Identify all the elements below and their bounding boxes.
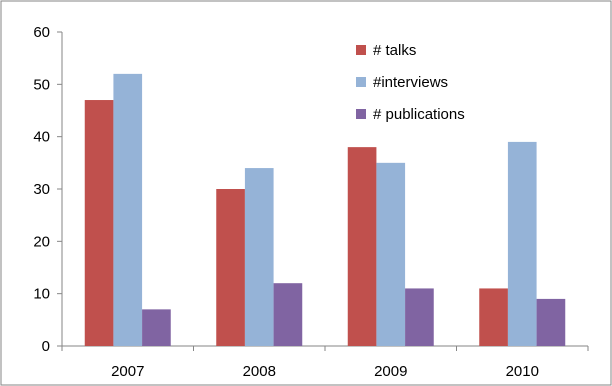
bar-1-2007 [84,100,114,347]
x-tick-label: 2007 [111,363,144,380]
bar-1-2008 [216,189,245,346]
y-tick-label: 40 [33,129,50,146]
bar-3-2009 [405,288,434,346]
legend-swatch-2 [356,77,366,87]
x-tick-label: 2009 [374,363,407,380]
bar-1-2010 [479,288,508,346]
bar-3-2008 [273,283,303,346]
legend: # talks #interviews # publications [356,42,465,123]
x-tick-label: 2008 [243,363,276,380]
bar-2-2008 [244,168,274,346]
bar-3-2010 [536,298,566,346]
legend-swatch-3 [356,109,366,119]
y-axis: 0 10 20 30 40 50 60 [33,24,63,355]
bar-1-2009 [347,147,377,346]
bar-3-2007 [142,309,171,346]
y-tick-label: 50 [33,76,50,93]
bar-2-2010 [507,141,537,346]
bar-2-2007 [113,73,143,346]
y-tick-label: 0 [42,338,50,355]
y-tick-label: 20 [33,233,50,250]
y-tick-label: 60 [33,24,50,41]
bar-2-2009 [376,162,406,346]
legend-swatch-1 [356,45,366,55]
legend-label-2: #interviews [373,74,448,91]
legend-label-3: # publications [373,106,465,123]
x-tick-label: 2010 [506,363,539,380]
legend-label-1: # talks [373,42,416,59]
bars [84,73,566,347]
y-tick-label: 30 [33,181,50,198]
y-tick-label: 10 [33,286,50,303]
